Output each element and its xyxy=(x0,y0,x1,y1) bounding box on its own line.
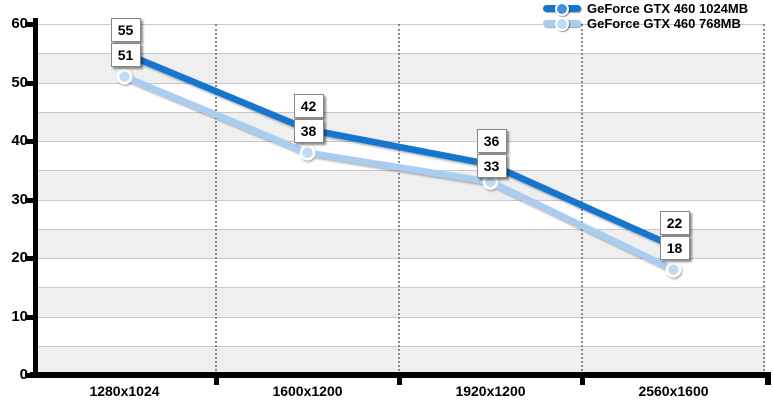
line-marker-icon xyxy=(543,1,587,16)
value-label-1024mb: 36 xyxy=(476,129,507,154)
series-line xyxy=(121,73,677,273)
category-separator xyxy=(215,24,217,375)
y-axis-tick-label: 50 xyxy=(11,73,28,91)
legend-item: GeForce GTX 460 768MB xyxy=(543,16,748,31)
y-axis-tick xyxy=(25,197,33,203)
category-separator xyxy=(581,24,583,375)
line-marker-icon xyxy=(543,16,587,31)
legend-marker-dot xyxy=(555,16,569,31)
y-axis-tick-label: 30 xyxy=(11,190,28,208)
y-axis-tick xyxy=(25,22,33,27)
y-axis-tick-label: 40 xyxy=(11,132,28,149)
x-axis-category-label: 1600x1200 xyxy=(272,383,343,399)
value-label-1024mb: 55 xyxy=(110,18,141,43)
legend-label: GeForce GTX 460 1024MB xyxy=(587,1,749,16)
series-768mb xyxy=(116,68,682,278)
data-point-marker xyxy=(665,261,682,278)
value-label-768mb: 51 xyxy=(110,43,141,68)
value-label-768mb: 18 xyxy=(659,236,690,261)
series-line xyxy=(121,50,677,250)
x-axis-category-label: 1280x1024 xyxy=(89,383,160,399)
y-axis-tick-label: 0 xyxy=(19,366,28,383)
y-axis-tick xyxy=(25,314,33,320)
y-axis-tick xyxy=(25,373,33,378)
value-label-1024mb: 42 xyxy=(293,94,324,119)
series-1024mb xyxy=(116,45,682,255)
legend-item: GeForce GTX 460 1024MB xyxy=(543,1,748,16)
plot-area xyxy=(33,24,765,375)
value-label-768mb: 33 xyxy=(476,154,507,179)
data-point-marker xyxy=(299,144,316,161)
x-axis-category-label: 2560x1600 xyxy=(638,383,709,399)
y-axis-line xyxy=(33,18,38,378)
x-axis-tick xyxy=(214,372,219,385)
y-axis-tick xyxy=(25,139,33,144)
legend: GeForce GTX 460 1024MB GeForce GTX 460 76… xyxy=(543,1,748,31)
value-label-1024mb: 22 xyxy=(659,211,690,236)
y-axis-tick xyxy=(25,256,33,261)
category-separator xyxy=(398,24,400,375)
y-axis-tick-label: 60 xyxy=(11,15,28,32)
category-separator xyxy=(763,24,765,375)
y-axis-tick xyxy=(25,80,33,86)
x-axis-tick xyxy=(580,372,585,385)
legend-marker-dot xyxy=(555,1,569,16)
x-axis-end-tick xyxy=(765,372,771,385)
x-axis-tick xyxy=(397,372,402,385)
value-label-768mb: 38 xyxy=(293,119,324,144)
y-axis-tick-label: 10 xyxy=(11,307,28,325)
legend-label: GeForce GTX 460 768MB xyxy=(587,16,741,31)
y-axis-tick-label: 20 xyxy=(11,249,28,266)
series-layer xyxy=(116,45,682,278)
data-point-marker xyxy=(116,68,133,85)
x-axis-category-label: 1920x1200 xyxy=(455,383,526,399)
